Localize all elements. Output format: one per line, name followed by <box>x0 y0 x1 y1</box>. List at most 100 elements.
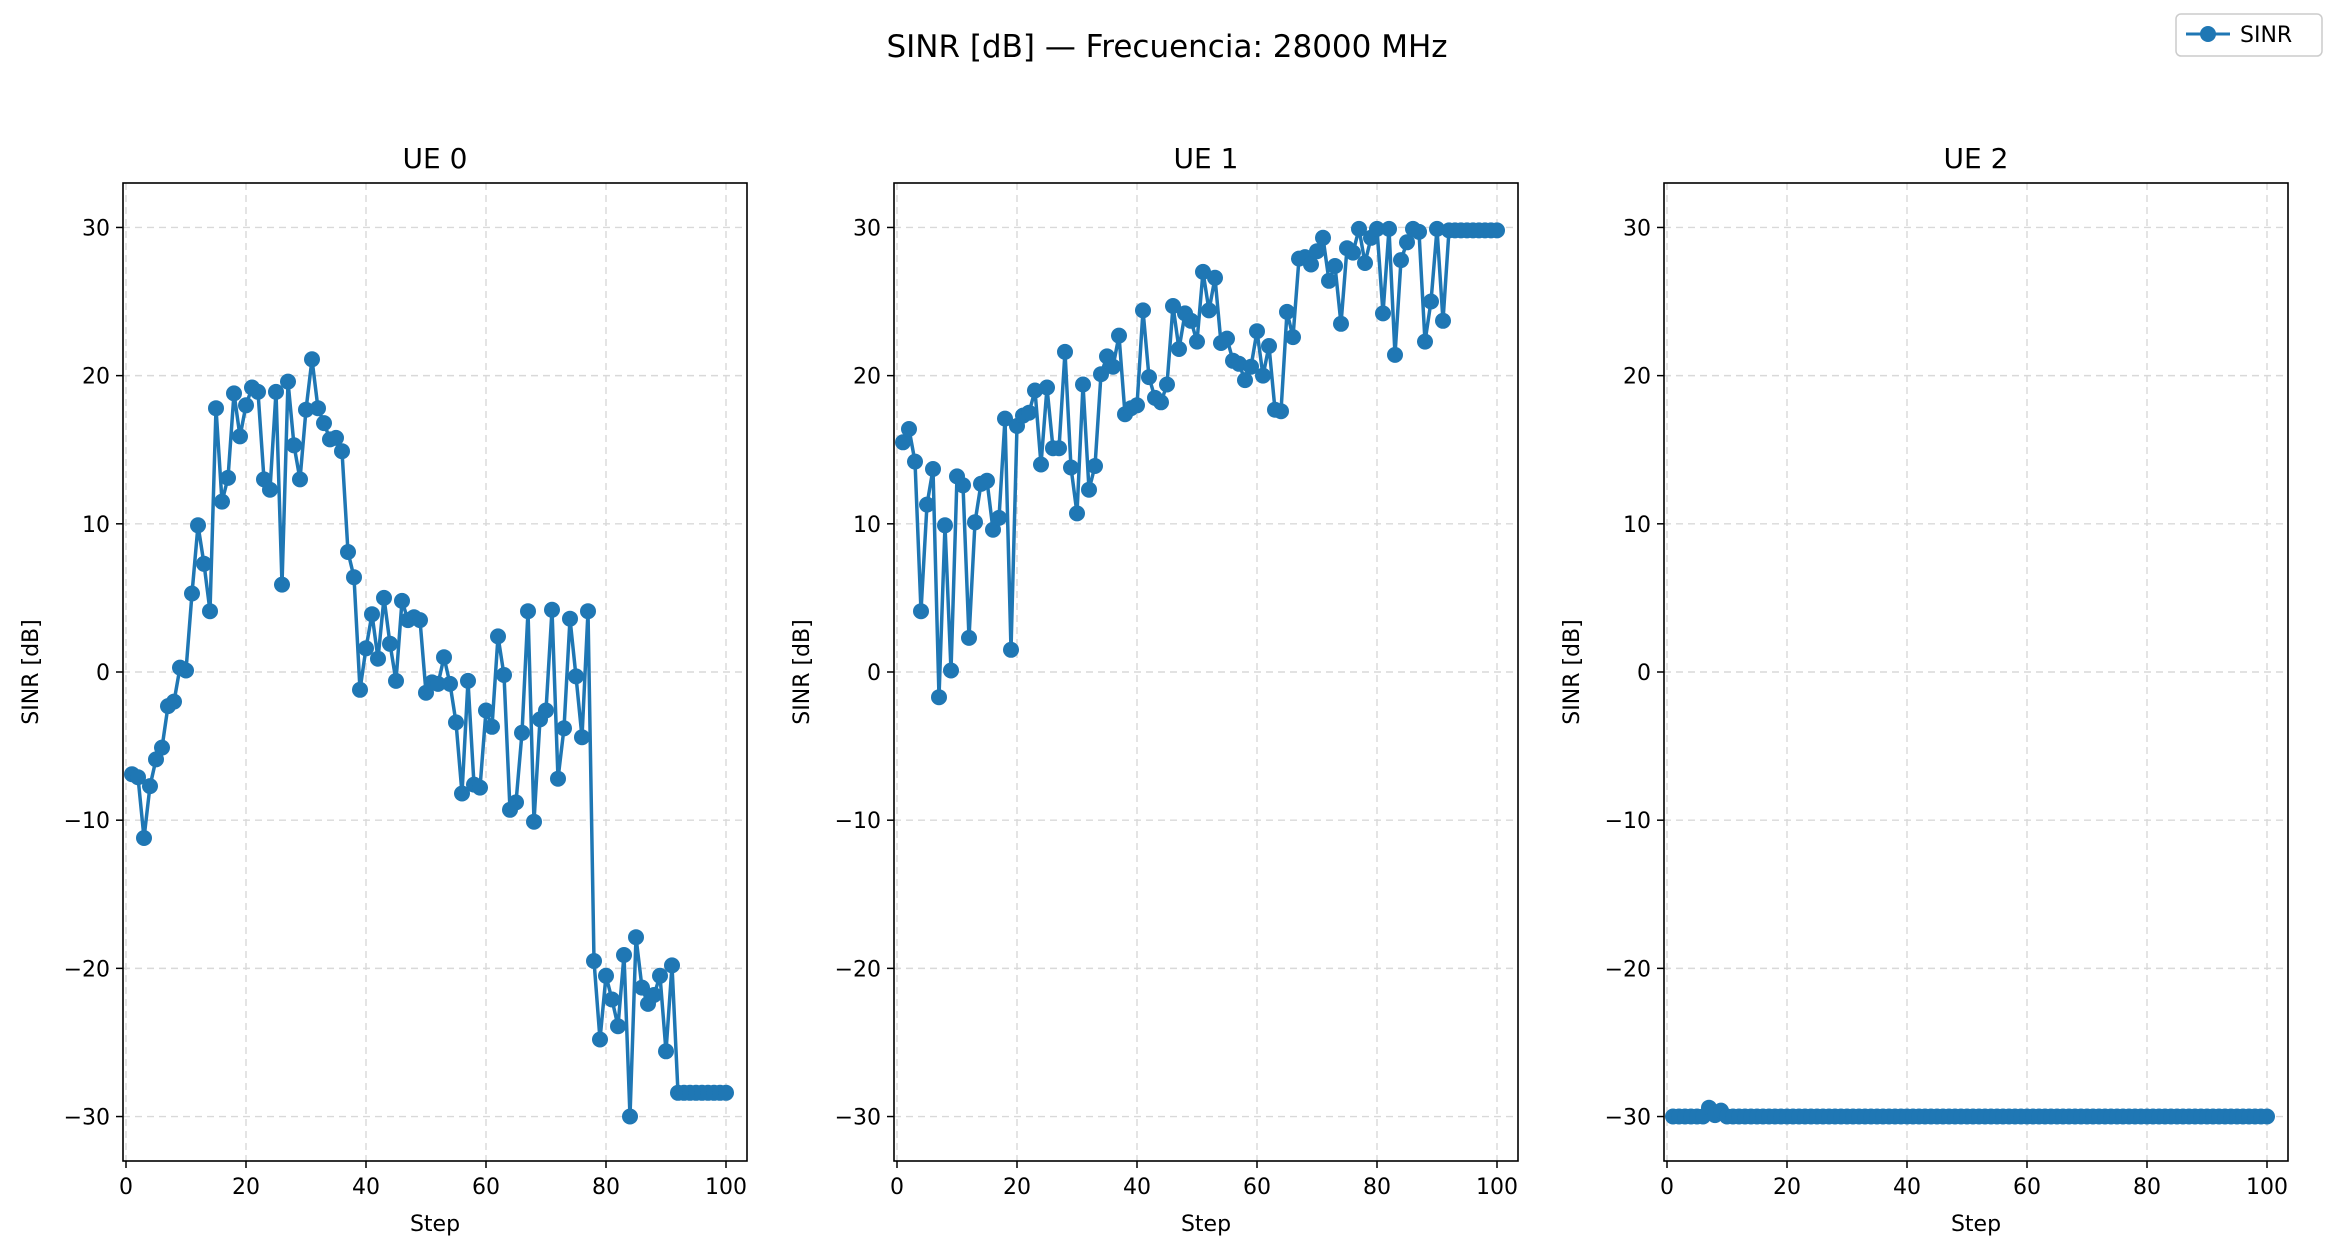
y-tick-label: −20 <box>64 957 110 982</box>
y-tick-label: 10 <box>1623 513 1651 538</box>
data-point <box>334 443 350 460</box>
data-point <box>508 794 524 811</box>
data-point <box>250 383 266 400</box>
data-point <box>1333 315 1349 332</box>
x-tick-label: 0 <box>119 1175 133 1200</box>
legend-frame <box>2175 13 2323 57</box>
figure-suptitle: SINR [dB] — Frecuencia: 28000 MHz <box>886 29 1447 65</box>
x-axis-label: Step <box>1951 1212 2001 1237</box>
y-tick-label: 0 <box>96 661 110 686</box>
data-point <box>130 769 146 786</box>
y-tick-label: 0 <box>1637 661 1651 686</box>
data-point <box>568 668 584 685</box>
data-point <box>190 517 206 534</box>
data-point <box>262 481 278 498</box>
data-point <box>238 397 254 414</box>
data-point <box>1039 379 1055 396</box>
data-point <box>352 681 368 698</box>
data-point <box>652 967 668 984</box>
data-point <box>616 947 632 963</box>
data-point <box>925 461 941 477</box>
data-point <box>937 517 953 534</box>
data-point <box>226 385 242 402</box>
data-point <box>895 434 911 451</box>
data-point <box>1327 258 1343 274</box>
data-point <box>1201 302 1217 319</box>
y-tick-label: 20 <box>1623 365 1651 390</box>
data-point <box>1321 272 1337 289</box>
data-point <box>1399 234 1415 251</box>
x-tick-label: 0 <box>890 1175 904 1200</box>
x-tick-label: 40 <box>1123 1175 1151 1200</box>
y-tick-label: −20 <box>835 957 881 982</box>
data-point <box>931 689 947 706</box>
data-point <box>274 576 290 593</box>
data-point <box>574 729 590 746</box>
data-point <box>1219 330 1235 347</box>
data-point <box>961 629 977 646</box>
y-tick-label: 20 <box>82 365 110 390</box>
x-tick-label: 40 <box>352 1175 380 1200</box>
y-axis-label: SINR [dB] <box>1560 619 1585 724</box>
data-point <box>148 751 164 768</box>
data-point <box>358 640 374 657</box>
x-axis-label: Step <box>1181 1212 1231 1237</box>
data-point <box>1153 394 1169 411</box>
data-point <box>604 991 620 1008</box>
data-point <box>943 662 959 679</box>
data-point <box>997 410 1013 427</box>
data-point <box>1057 343 1073 360</box>
y-tick-label: −10 <box>64 809 110 834</box>
x-tick-label: 80 <box>2133 1175 2161 1200</box>
data-point <box>394 592 410 609</box>
data-point <box>340 544 356 560</box>
y-tick-label: 30 <box>853 216 881 241</box>
data-point <box>2259 1108 2275 1125</box>
legend-label: SINR <box>2240 23 2292 48</box>
data-point <box>490 628 506 645</box>
x-tick-label: 20 <box>232 1175 260 1200</box>
data-point <box>955 477 971 494</box>
x-tick-label: 40 <box>1893 1175 1921 1200</box>
x-axis-label: Step <box>410 1212 460 1237</box>
y-tick-label: −10 <box>1605 809 1651 834</box>
data-point <box>1189 333 1205 350</box>
data-point <box>388 672 404 689</box>
data-point <box>1069 505 1085 522</box>
data-point <box>1315 229 1331 246</box>
data-point <box>1309 243 1325 260</box>
subplot-title: UE 2 <box>1944 142 2009 175</box>
data-point <box>1279 303 1295 320</box>
data-point <box>232 428 248 445</box>
series-line-1 <box>901 227 1497 699</box>
subplot-title: UE 0 <box>403 142 468 175</box>
legend: SINR <box>2175 13 2323 57</box>
data-point <box>1237 372 1253 389</box>
data-point <box>136 830 152 846</box>
x-tick-label: 60 <box>472 1175 500 1200</box>
data-point <box>1351 220 1367 237</box>
data-point <box>1159 376 1175 393</box>
data-point <box>664 957 680 974</box>
data-point <box>382 635 398 652</box>
data-point <box>1021 404 1037 421</box>
data-point <box>1357 255 1373 271</box>
data-point <box>520 603 536 620</box>
data-point <box>598 967 614 984</box>
data-point <box>1381 220 1397 237</box>
y-tick-label: −10 <box>835 809 881 834</box>
y-tick-label: −30 <box>64 1106 110 1131</box>
data-point <box>1423 293 1439 310</box>
data-point <box>1285 329 1301 346</box>
data-point <box>967 514 983 531</box>
x-tick-label: 60 <box>2013 1175 2041 1200</box>
data-point <box>562 610 578 627</box>
data-point <box>346 569 362 586</box>
data-point <box>991 509 1007 526</box>
data-point <box>484 718 500 735</box>
data-point <box>412 612 428 629</box>
data-point <box>316 415 332 432</box>
data-point <box>1207 269 1223 286</box>
data-point <box>628 929 644 946</box>
